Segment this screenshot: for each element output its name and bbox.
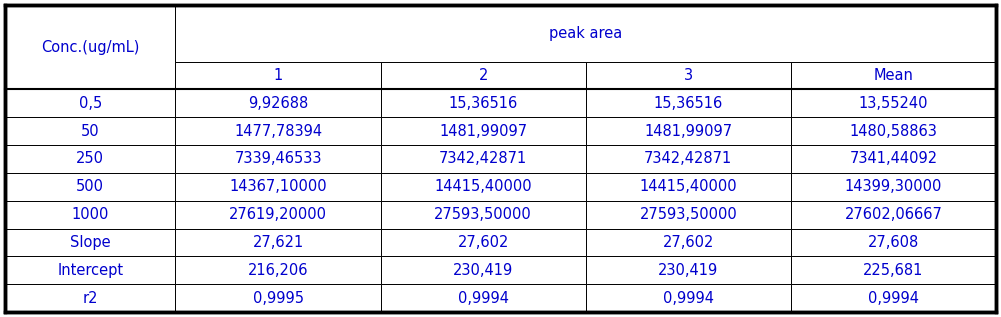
Text: 27,602: 27,602 [663, 235, 714, 250]
Bar [380, 89, 586, 117]
Bar [791, 173, 996, 201]
Bar [586, 173, 791, 201]
Bar [5, 201, 175, 229]
Text: 1481,99097: 1481,99097 [439, 124, 528, 139]
Text: 250: 250 [76, 152, 104, 166]
Bar [586, 117, 791, 145]
Text: 1481,99097: 1481,99097 [645, 124, 733, 139]
Bar [586, 62, 791, 89]
Bar [380, 201, 586, 229]
Text: 27602,06667: 27602,06667 [845, 207, 942, 222]
Bar [175, 62, 380, 89]
Bar [380, 229, 586, 256]
Bar [791, 62, 996, 89]
Bar [791, 89, 996, 117]
Text: Conc.(ug/mL): Conc.(ug/mL) [41, 40, 139, 55]
Bar [380, 145, 586, 173]
Text: 9,92688: 9,92688 [248, 96, 308, 111]
Text: 27619,20000: 27619,20000 [229, 207, 327, 222]
Bar [791, 117, 996, 145]
Text: 15,36516: 15,36516 [654, 96, 723, 111]
Text: peak area: peak area [550, 26, 623, 41]
Text: 0,9994: 0,9994 [663, 291, 714, 306]
Text: r2: r2 [82, 291, 98, 306]
Text: 216,206: 216,206 [248, 263, 308, 278]
Bar [5, 256, 175, 284]
Bar [791, 201, 996, 229]
Bar [791, 145, 996, 173]
Text: 7341,44092: 7341,44092 [850, 152, 938, 166]
Text: 2: 2 [478, 68, 487, 83]
Text: 230,419: 230,419 [659, 263, 719, 278]
Text: Slope: Slope [70, 235, 110, 250]
Bar [5, 284, 175, 312]
Bar [175, 5, 996, 62]
Text: 3: 3 [684, 68, 693, 83]
Text: 27,602: 27,602 [457, 235, 509, 250]
Bar [5, 117, 175, 145]
Bar [586, 284, 791, 312]
Text: 27,621: 27,621 [252, 235, 303, 250]
Text: 1: 1 [273, 68, 282, 83]
Text: 50: 50 [81, 124, 99, 139]
Bar [586, 256, 791, 284]
Text: 27593,50000: 27593,50000 [434, 207, 533, 222]
Bar [5, 173, 175, 201]
Text: 14399,30000: 14399,30000 [845, 179, 942, 194]
Bar [380, 117, 586, 145]
Bar [586, 89, 791, 117]
Bar [380, 173, 586, 201]
Text: 27,608: 27,608 [868, 235, 919, 250]
Bar [380, 256, 586, 284]
Text: 500: 500 [76, 179, 104, 194]
Bar [791, 229, 996, 256]
Text: 7342,42871: 7342,42871 [439, 152, 528, 166]
Bar [175, 256, 380, 284]
Bar [5, 145, 175, 173]
Text: 14367,10000: 14367,10000 [229, 179, 327, 194]
Bar [175, 284, 380, 312]
Text: 225,681: 225,681 [863, 263, 924, 278]
Bar [5, 5, 175, 89]
Text: 0,5: 0,5 [79, 96, 102, 111]
Text: 1477,78394: 1477,78394 [234, 124, 322, 139]
Text: 7339,46533: 7339,46533 [234, 152, 321, 166]
Text: 13,55240: 13,55240 [859, 96, 928, 111]
Bar [175, 89, 380, 117]
Bar [791, 284, 996, 312]
Bar [5, 229, 175, 256]
Bar [175, 117, 380, 145]
Bar [586, 145, 791, 173]
Text: Intercept: Intercept [57, 263, 123, 278]
Text: 27593,50000: 27593,50000 [640, 207, 737, 222]
Text: 0,9995: 0,9995 [252, 291, 303, 306]
Bar [175, 201, 380, 229]
Bar [586, 201, 791, 229]
Bar [175, 173, 380, 201]
Bar [175, 145, 380, 173]
Bar [586, 229, 791, 256]
Text: 14415,40000: 14415,40000 [640, 179, 737, 194]
Bar [380, 284, 586, 312]
Bar [791, 256, 996, 284]
Text: 0,9994: 0,9994 [868, 291, 919, 306]
Text: 0,9994: 0,9994 [457, 291, 509, 306]
Text: 1000: 1000 [71, 207, 109, 222]
Bar [175, 229, 380, 256]
Text: 1480,58863: 1480,58863 [850, 124, 937, 139]
Bar [5, 89, 175, 117]
Text: 15,36516: 15,36516 [448, 96, 518, 111]
Text: 7342,42871: 7342,42871 [645, 152, 733, 166]
Bar [380, 62, 586, 89]
Text: Mean: Mean [874, 68, 913, 83]
Text: 230,419: 230,419 [453, 263, 514, 278]
Text: 14415,40000: 14415,40000 [434, 179, 532, 194]
